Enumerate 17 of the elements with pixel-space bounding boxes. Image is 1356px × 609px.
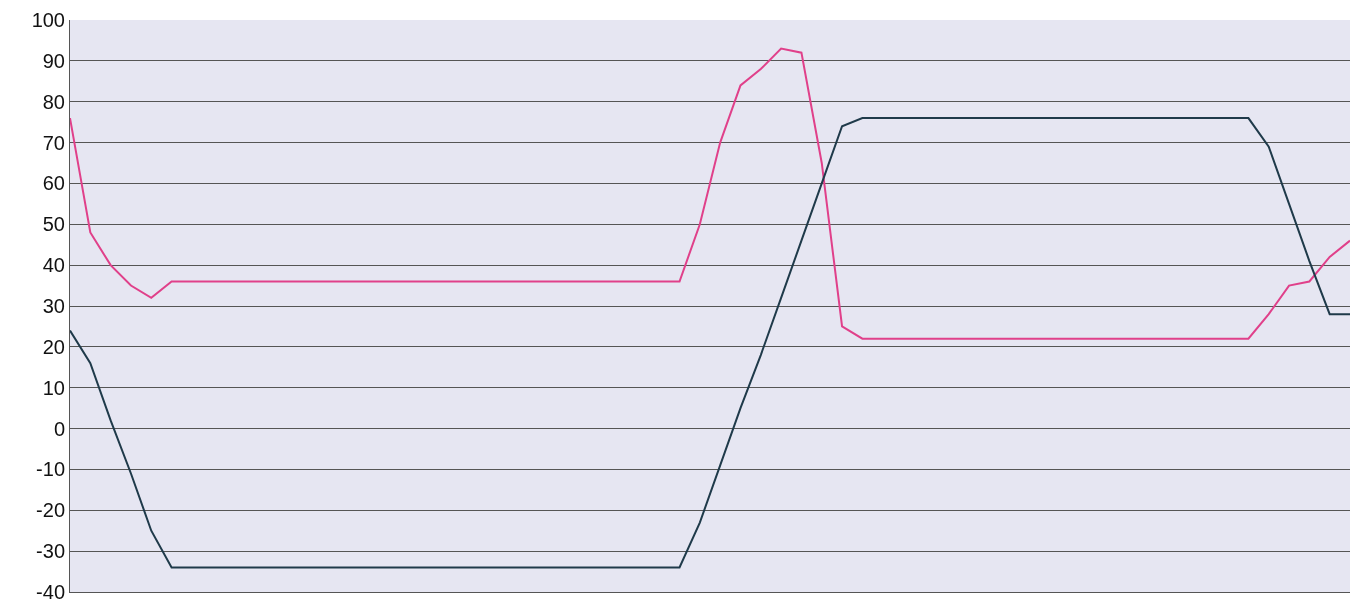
y-tick-label: 40 — [42, 254, 65, 277]
y-tick-label: 20 — [42, 335, 65, 358]
y-tick-label: 80 — [42, 90, 65, 113]
y-tick-label: 30 — [42, 295, 65, 317]
y-tick-label: 70 — [42, 131, 65, 154]
line-series — [70, 117, 1350, 569]
y-tick-label: 90 — [42, 49, 65, 72]
y-tick-label: 50 — [42, 213, 65, 236]
y-tick-label: 10 — [42, 376, 65, 399]
y-tick-label: -40 — [36, 581, 65, 603]
y-tick-label: 60 — [42, 172, 65, 195]
line-series — [70, 47, 1350, 340]
y-tick-label: 0 — [53, 417, 65, 440]
y-tick-label: -30 — [36, 540, 65, 563]
y-tick-label: -10 — [36, 458, 65, 481]
y-tick-label: 100 — [31, 9, 65, 31]
y-tick-label: -20 — [36, 499, 65, 522]
